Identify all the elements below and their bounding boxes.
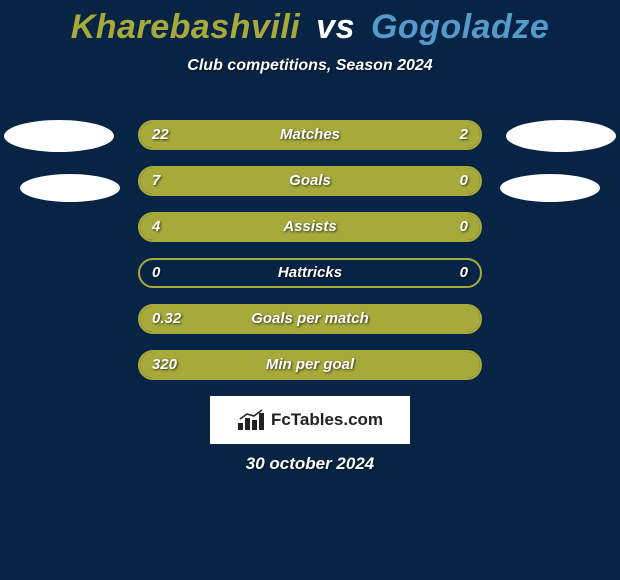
avatar-left-ellipse-2 <box>20 174 120 202</box>
date-label: 30 october 2024 <box>0 454 620 474</box>
player1-name: Kharebashvili <box>71 8 300 46</box>
stat-bar: 0.32Goals per match <box>138 304 482 334</box>
chart-icon <box>237 409 265 431</box>
stat-bar: 40Assists <box>138 212 482 242</box>
stat-label: Matches <box>140 122 480 148</box>
player2-name: Gogoladze <box>371 8 549 46</box>
vs-separator: vs <box>316 8 355 46</box>
stat-bar: 70Goals <box>138 166 482 196</box>
stat-label: Assists <box>140 214 480 240</box>
stat-label: Hattricks <box>140 260 480 286</box>
stat-bar: 320Min per goal <box>138 350 482 380</box>
stat-label: Goals <box>140 168 480 194</box>
stat-label: Goals per match <box>140 306 480 332</box>
comparison-title: Kharebashvili vs Gogoladze <box>0 0 620 47</box>
avatar-right-ellipse-1 <box>506 120 616 152</box>
logo-box: FcTables.com <box>210 396 410 444</box>
stat-label: Min per goal <box>140 352 480 378</box>
avatar-left-ellipse-1 <box>4 120 114 152</box>
stats-bars: 222Matches 70Goals 40Assists 00Hattricks 0.3… <box>138 120 482 396</box>
avatar-right-ellipse-2 <box>500 174 600 202</box>
subtitle: Club competitions, Season 2024 <box>0 57 620 75</box>
stat-bar: 00Hattricks <box>138 258 482 288</box>
logo-text: FcTables.com <box>271 410 383 430</box>
stat-bar: 222Matches <box>138 120 482 150</box>
